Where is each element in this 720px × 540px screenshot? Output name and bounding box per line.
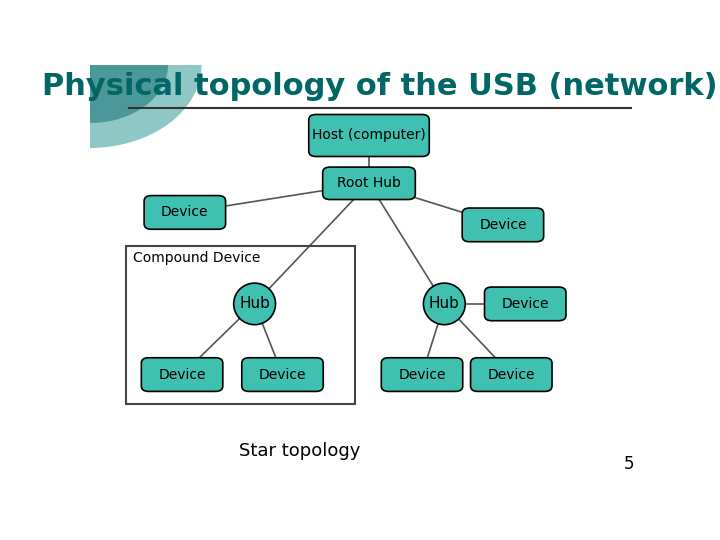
FancyBboxPatch shape xyxy=(141,357,222,392)
Text: Device: Device xyxy=(480,218,526,232)
Text: Root Hub: Root Hub xyxy=(337,176,401,190)
FancyBboxPatch shape xyxy=(309,114,429,157)
Text: Star topology: Star topology xyxy=(238,442,360,460)
FancyBboxPatch shape xyxy=(462,208,544,242)
Text: Device: Device xyxy=(158,368,206,382)
Text: Device: Device xyxy=(258,368,306,382)
Text: Device: Device xyxy=(487,368,535,382)
Text: Compound Device: Compound Device xyxy=(133,251,261,265)
Text: Hub: Hub xyxy=(239,296,270,312)
FancyBboxPatch shape xyxy=(144,195,225,230)
FancyBboxPatch shape xyxy=(323,167,415,199)
FancyBboxPatch shape xyxy=(242,357,323,392)
Text: Device: Device xyxy=(161,205,209,219)
Text: Device: Device xyxy=(398,368,446,382)
Wedge shape xyxy=(90,65,202,148)
Text: Device: Device xyxy=(502,297,549,311)
Wedge shape xyxy=(90,65,168,123)
Text: Hub: Hub xyxy=(429,296,460,312)
Text: 5: 5 xyxy=(624,455,634,473)
Ellipse shape xyxy=(234,283,276,325)
FancyBboxPatch shape xyxy=(471,357,552,392)
FancyBboxPatch shape xyxy=(382,357,463,392)
FancyBboxPatch shape xyxy=(485,287,566,321)
Ellipse shape xyxy=(423,283,465,325)
Text: Host (computer): Host (computer) xyxy=(312,129,426,143)
Text: Physical topology of the USB (network): Physical topology of the USB (network) xyxy=(42,72,718,101)
